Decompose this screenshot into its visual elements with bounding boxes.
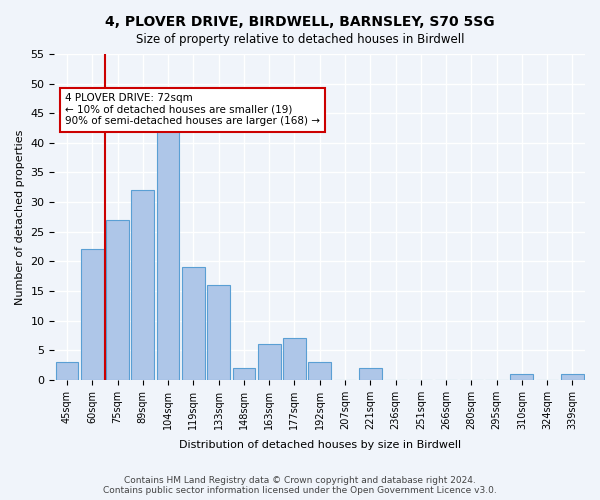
Bar — [81, 250, 104, 380]
Bar — [283, 338, 306, 380]
Bar — [157, 108, 179, 380]
Bar — [359, 368, 382, 380]
Text: 4, PLOVER DRIVE, BIRDWELL, BARNSLEY, S70 5SG: 4, PLOVER DRIVE, BIRDWELL, BARNSLEY, S70… — [105, 15, 495, 29]
Bar — [233, 368, 255, 380]
Bar — [56, 362, 79, 380]
Bar — [131, 190, 154, 380]
Bar — [106, 220, 129, 380]
X-axis label: Distribution of detached houses by size in Birdwell: Distribution of detached houses by size … — [179, 440, 461, 450]
Bar — [258, 344, 281, 380]
Text: 4 PLOVER DRIVE: 72sqm
← 10% of detached houses are smaller (19)
90% of semi-deta: 4 PLOVER DRIVE: 72sqm ← 10% of detached … — [65, 93, 320, 126]
Text: Contains HM Land Registry data © Crown copyright and database right 2024.: Contains HM Land Registry data © Crown c… — [124, 476, 476, 485]
Bar — [207, 285, 230, 380]
Text: Contains public sector information licensed under the Open Government Licence v3: Contains public sector information licen… — [103, 486, 497, 495]
Bar — [561, 374, 584, 380]
Bar — [308, 362, 331, 380]
Y-axis label: Number of detached properties: Number of detached properties — [15, 129, 25, 304]
Text: Size of property relative to detached houses in Birdwell: Size of property relative to detached ho… — [136, 32, 464, 46]
Bar — [182, 267, 205, 380]
Bar — [511, 374, 533, 380]
